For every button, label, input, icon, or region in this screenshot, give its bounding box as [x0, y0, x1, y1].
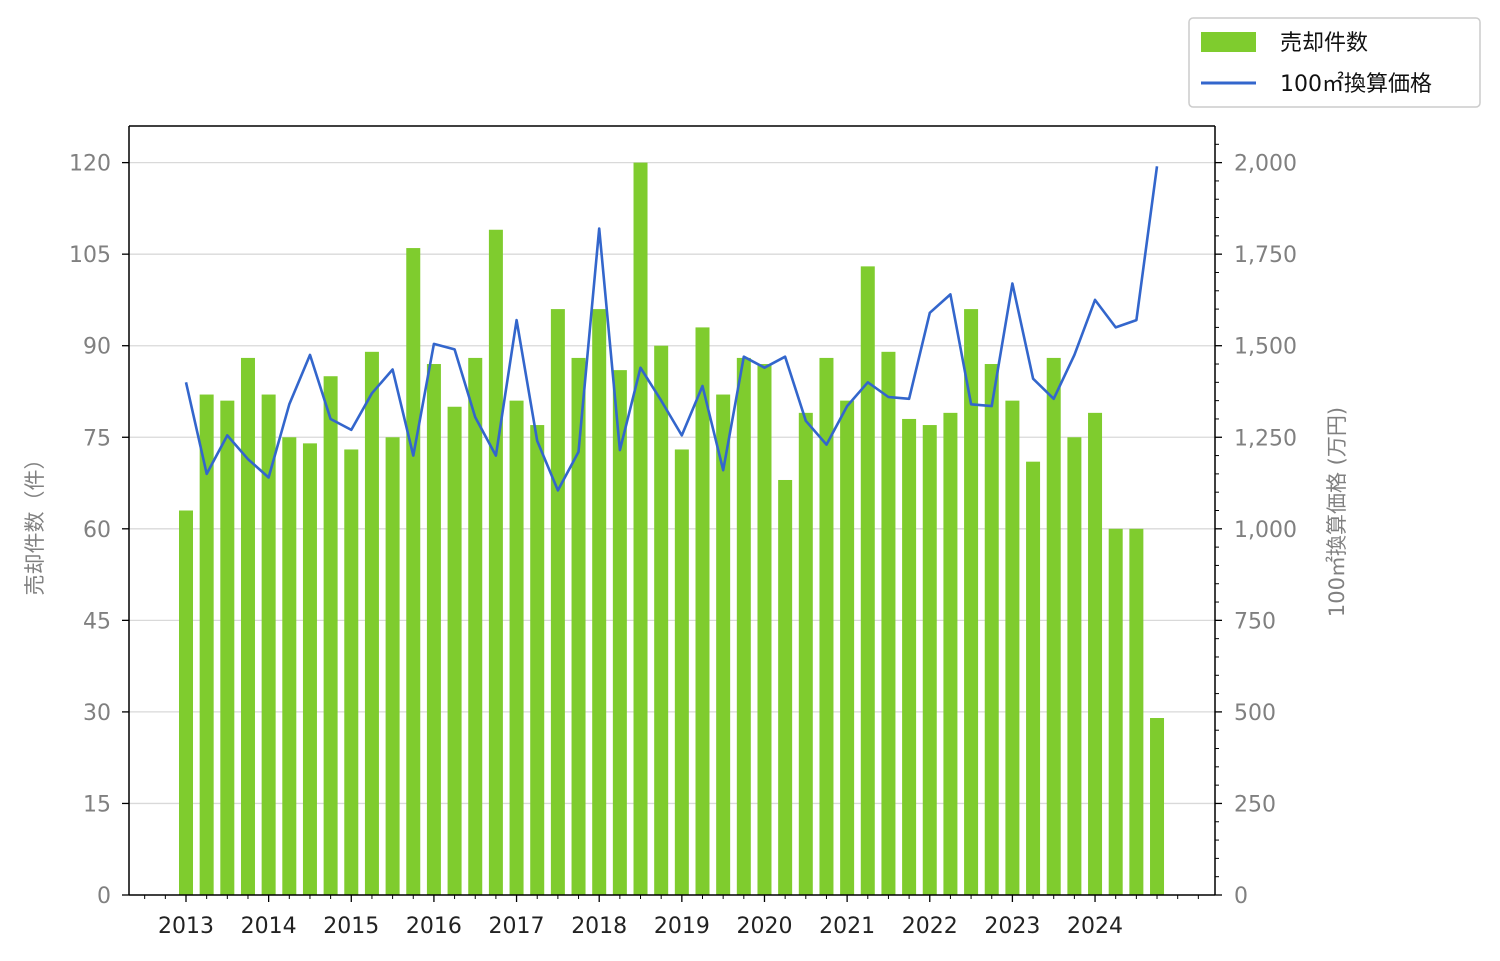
- bar: [1088, 412, 1103, 895]
- bar: [364, 351, 379, 895]
- legend-label-price: 100㎡換算価格: [1280, 71, 1432, 97]
- bar: [778, 479, 793, 895]
- y-right-tick-label: 500: [1234, 701, 1276, 726]
- bar: [984, 364, 999, 895]
- bar: [902, 418, 917, 895]
- bar: [716, 394, 731, 895]
- y-left-tick-label: 60: [83, 518, 111, 543]
- bar: [695, 327, 710, 895]
- bar: [1046, 357, 1061, 895]
- bar: [757, 364, 772, 895]
- y-right-tick-label: 1,000: [1234, 518, 1297, 543]
- bar: [881, 351, 896, 895]
- x-tick-label: 2023: [984, 914, 1040, 939]
- y-left-tick-label: 120: [69, 152, 111, 177]
- bar: [1026, 461, 1041, 895]
- x-tick-label: 2019: [654, 914, 710, 939]
- y-right-tick-label: 1,250: [1234, 426, 1297, 451]
- bar: [1005, 400, 1020, 895]
- legend-label-count: 売却件数: [1280, 31, 1368, 56]
- bar: [488, 229, 503, 895]
- bar: [964, 309, 979, 896]
- bar: [840, 400, 855, 895]
- bar: [530, 425, 545, 895]
- bar: [612, 370, 627, 896]
- bar-series: [179, 162, 1165, 896]
- bar: [240, 357, 255, 895]
- y-axis-right-title: 100㎡換算価格 (万円): [1325, 407, 1349, 617]
- y-right-tick-label: 750: [1234, 609, 1276, 634]
- legend-frame: [1188, 17, 1481, 108]
- bar: [1129, 528, 1144, 895]
- bar: [220, 400, 235, 895]
- bar: [819, 357, 834, 895]
- tick-labels: 0 15 30 45 60 75 90 105 120 0 250 500 750 1,000 1,250 1…: [69, 152, 1297, 939]
- bar: [199, 394, 214, 895]
- price-line: [184, 166, 1159, 492]
- bar: [654, 345, 669, 895]
- legend: 売却件数 100㎡換算価格: [1188, 17, 1481, 108]
- x-tick-label: 2022: [902, 914, 958, 939]
- y-left-tick-label: 30: [83, 701, 111, 726]
- bar: [282, 437, 297, 895]
- bar: [261, 394, 276, 895]
- axes: [122, 125, 1222, 902]
- bar: [674, 449, 689, 895]
- bar: [860, 266, 875, 895]
- y-right-tick-label: 250: [1234, 792, 1276, 817]
- x-tick-label: 2018: [571, 914, 627, 939]
- x-tick-label: 2021: [819, 914, 875, 939]
- y-left-tick-label: 105: [69, 243, 111, 268]
- bar: [1108, 528, 1123, 895]
- bar: [571, 357, 586, 895]
- bar: [426, 364, 441, 895]
- y-axis-left-title: 売却件数（件）: [23, 449, 47, 596]
- bar: [1150, 718, 1165, 895]
- y-right-tick-label: 2,000: [1234, 152, 1297, 177]
- x-tick-label: 2024: [1067, 914, 1123, 939]
- bar: [592, 309, 607, 896]
- bar: [509, 400, 524, 895]
- y-right-tick-label: 1,750: [1234, 243, 1297, 268]
- y-left-tick-label: 75: [83, 426, 111, 451]
- bar: [550, 309, 565, 896]
- x-tick-label: 2017: [489, 914, 545, 939]
- bar: [1067, 437, 1082, 895]
- y-left-tick-label: 0: [97, 884, 111, 909]
- bar: [406, 248, 421, 896]
- x-tick-label: 2016: [406, 914, 462, 939]
- bar: [302, 443, 317, 895]
- y-left-tick-label: 45: [83, 609, 111, 634]
- y-right-tick-label: 0: [1234, 884, 1248, 909]
- x-tick-label: 2014: [241, 914, 297, 939]
- line-series: [184, 166, 1159, 492]
- x-tick-label: 2013: [158, 914, 214, 939]
- x-tick-label: 2020: [736, 914, 792, 939]
- bar: [447, 406, 462, 895]
- bar: [385, 437, 400, 895]
- bar: [468, 357, 483, 895]
- bar: [922, 425, 937, 895]
- bar: [323, 376, 338, 895]
- bar: [344, 449, 359, 895]
- y-left-tick-label: 90: [83, 335, 111, 360]
- bar: [943, 412, 958, 895]
- y-right-tick-label: 1,500: [1234, 335, 1297, 360]
- bar: [736, 357, 751, 895]
- bar: [633, 162, 648, 896]
- legend-swatch-bar: [1201, 32, 1256, 52]
- y-left-tick-label: 15: [83, 792, 111, 817]
- x-tick-label: 2015: [323, 914, 379, 939]
- bar: [179, 510, 193, 895]
- bar: [798, 412, 813, 895]
